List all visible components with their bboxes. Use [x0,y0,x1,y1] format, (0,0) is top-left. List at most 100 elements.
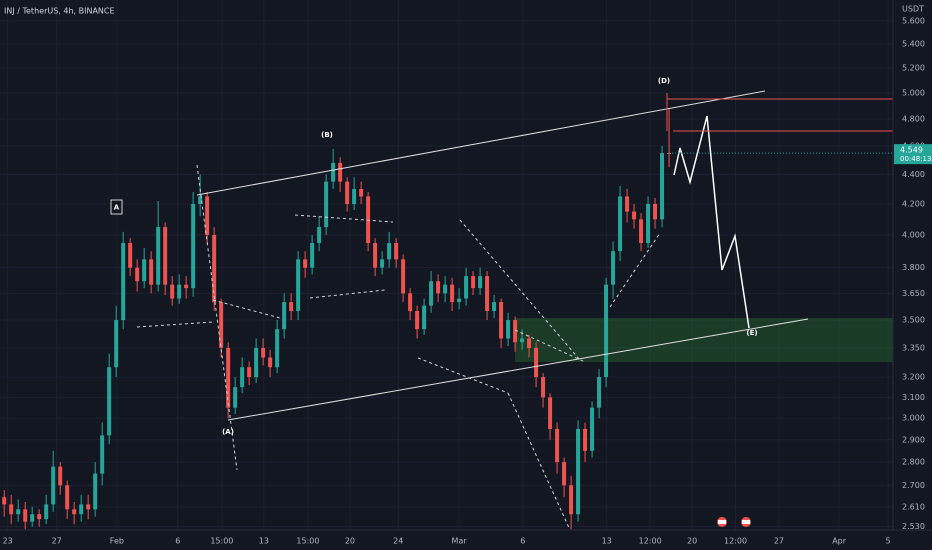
axes: 5.6005.4005.2005.0004.8004.6004.4004.200… [3,16,932,546]
candle-body [422,305,427,330]
x-tick-label: Mar [452,537,468,546]
annotation: A [114,204,120,212]
candle-body [401,259,406,294]
y-tick-label: 5.400 [902,39,925,48]
y-tick-label: 2.610 [902,502,925,511]
candle-body [107,367,112,436]
candle-body [156,227,161,285]
candle-body [268,357,273,368]
x-tick-label: 6 [520,537,525,546]
candle-body [513,320,518,343]
candle-body [345,181,350,204]
candle-body [23,509,28,522]
x-tick-label: 12:00 [639,537,662,546]
annotation: (A) [222,428,234,436]
candle-body [506,320,511,339]
candle-body [443,284,448,294]
candle-body [79,504,84,515]
candle-body [583,428,588,451]
y-tick-label: 2.800 [902,458,925,467]
candle-body [492,302,497,312]
candle-body [44,504,49,520]
candle-body [233,387,238,408]
candle-body [324,181,329,228]
candle-body [240,367,245,388]
candle-body [100,435,105,474]
candle-body [58,466,63,486]
candle-body [597,377,602,408]
candle-body [2,497,7,505]
candle-body [142,259,147,282]
candle-body [128,243,133,268]
x-tick-label: 5 [886,537,891,546]
channel-upper [196,90,766,196]
candle-body [163,227,168,285]
candle-body [331,162,336,182]
candle-body [576,428,581,515]
x-tick-label: 12:00 [724,537,747,546]
y-tick-label: 3.200 [902,373,925,382]
candle-body [317,227,322,244]
event-icon-mark [718,520,726,524]
dashed-line [507,392,571,531]
candle-body [310,243,315,268]
y-tick-label: 2.530 [902,522,925,531]
event-icon-mark [742,520,750,524]
candle-body [9,504,14,515]
projection-path [673,115,750,329]
y-tick-label: 4.400 [902,170,925,179]
candle-body [296,259,301,312]
dashed-line [459,219,581,361]
candle-body [282,302,287,330]
candle-body [191,203,196,289]
dashed-line [136,321,214,328]
dashed-line [294,214,394,223]
candles [2,108,672,530]
candle-body [338,162,343,182]
candle-body [611,251,616,285]
candle-body [135,267,140,282]
candle-body [65,485,70,510]
x-tick-label: Feb [110,537,124,546]
candle-body [261,347,266,358]
candle-body [86,504,91,510]
chart-title: INJ / TetherUS, 4h, BINANCE [4,7,115,16]
annotation-box [110,199,123,215]
x-tick-label: 13 [602,537,612,546]
dashed-line [417,357,509,394]
candle-body [464,276,469,299]
candle-body [457,298,462,303]
annotation: (B) [321,131,333,139]
candle-body [625,196,630,212]
candle-body [485,276,490,312]
candle-body [289,302,294,312]
y-tick-label: 3.100 [902,393,925,402]
candle-body [646,203,651,244]
last-price-label: 4.549 [900,146,923,155]
candle-body [93,473,98,510]
candle-body [632,211,637,220]
candle-body [177,284,182,299]
y-tick-label: 4.200 [902,199,925,208]
x-tick-label: 23 [3,537,13,546]
x-tick-label: 20 [687,537,697,546]
candle-body [149,259,154,285]
candle-body [569,485,574,515]
x-tick-label: 27 [774,537,784,546]
candle-body [387,243,392,260]
candle-body [555,428,560,463]
candle-body [198,196,203,204]
candle-body [16,509,21,515]
y-tick-label: 2.700 [902,481,925,490]
x-tick-label: 27 [52,537,62,546]
y-tick-label: 3.800 [902,263,925,272]
candle-body [380,259,385,268]
candle-body [72,509,77,515]
candle-body [254,347,259,378]
drawings [136,90,893,531]
candle-body [471,276,476,289]
candle-body [590,407,595,451]
y-tick-label: 3.650 [902,289,925,298]
x-tick-label: 24 [393,537,403,546]
